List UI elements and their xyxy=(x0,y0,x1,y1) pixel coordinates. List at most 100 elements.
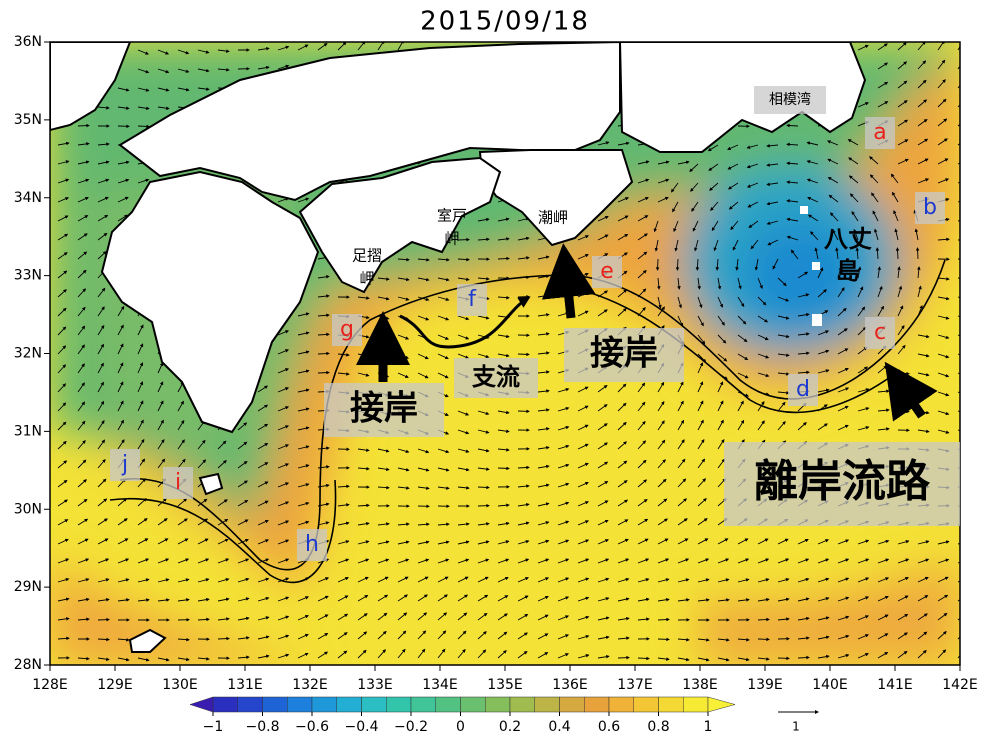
colorbar-band xyxy=(287,696,313,713)
vector xyxy=(357,372,370,377)
vector xyxy=(397,540,410,545)
vector xyxy=(297,652,309,659)
vector xyxy=(177,637,190,642)
vector xyxy=(297,350,310,355)
vector xyxy=(717,315,725,326)
vector xyxy=(677,498,688,507)
vector xyxy=(517,539,530,545)
vector xyxy=(637,197,649,203)
vector xyxy=(806,160,819,165)
colorbar-label: −0.2 xyxy=(394,719,428,735)
vector xyxy=(117,214,129,222)
vector xyxy=(437,558,450,564)
vector xyxy=(937,98,947,108)
vector xyxy=(197,538,209,545)
vector xyxy=(457,257,470,262)
vector xyxy=(497,466,510,471)
vector xyxy=(217,67,230,72)
vector xyxy=(757,277,763,290)
vector xyxy=(557,634,570,640)
vector xyxy=(597,442,608,450)
vector xyxy=(654,239,659,252)
vector xyxy=(727,182,739,190)
vector xyxy=(814,247,819,260)
vector xyxy=(497,429,510,433)
vector xyxy=(217,440,227,450)
vector xyxy=(517,650,528,659)
vector xyxy=(757,597,770,602)
vector xyxy=(457,522,470,526)
vector xyxy=(317,42,328,51)
vector xyxy=(657,160,670,165)
vector xyxy=(257,539,270,545)
vector xyxy=(877,62,889,70)
vector xyxy=(828,194,839,203)
vector xyxy=(877,633,889,640)
vector xyxy=(937,334,950,340)
vector xyxy=(837,367,849,374)
vector xyxy=(717,419,724,431)
vector xyxy=(897,409,910,414)
vector xyxy=(697,558,710,564)
x-tick-label: 132E xyxy=(292,677,328,693)
vector xyxy=(277,577,290,583)
colorbar-band xyxy=(460,696,486,713)
vector xyxy=(277,596,290,602)
vector xyxy=(797,312,810,317)
vector xyxy=(137,362,144,374)
vector xyxy=(717,334,727,344)
vector xyxy=(417,315,430,321)
point-label: j xyxy=(121,452,128,477)
vector xyxy=(777,334,790,339)
vector xyxy=(957,65,960,70)
vector xyxy=(877,266,881,279)
vector xyxy=(457,334,470,340)
vector xyxy=(177,518,188,526)
vector xyxy=(857,286,864,298)
vector xyxy=(517,595,529,602)
vector xyxy=(57,479,68,488)
vector xyxy=(437,540,450,545)
vector xyxy=(297,197,310,203)
vector xyxy=(277,501,290,507)
vector xyxy=(937,118,948,127)
vector xyxy=(597,234,609,241)
colorbar-band xyxy=(262,696,288,713)
vector xyxy=(807,214,819,222)
vector xyxy=(877,305,884,317)
vector xyxy=(537,502,550,507)
colorbar-band xyxy=(485,696,511,713)
vector xyxy=(137,68,150,74)
place-name: 島 xyxy=(836,257,860,285)
vector xyxy=(477,448,490,453)
vector xyxy=(877,81,889,89)
vector xyxy=(137,106,150,111)
vector xyxy=(197,439,206,450)
vector xyxy=(937,540,950,545)
label-box xyxy=(788,374,818,406)
vector xyxy=(657,617,670,622)
place-name: 足摺 xyxy=(352,247,382,265)
vector xyxy=(897,61,908,70)
vector xyxy=(437,612,448,621)
vector xyxy=(297,445,310,450)
vector xyxy=(677,315,684,327)
vector xyxy=(617,538,629,545)
vector xyxy=(877,101,889,108)
vector xyxy=(117,381,124,393)
vector xyxy=(697,277,701,290)
vector xyxy=(377,540,390,545)
vector xyxy=(377,277,390,281)
vector xyxy=(797,558,810,564)
vector xyxy=(137,400,144,412)
vector xyxy=(746,182,759,188)
vector xyxy=(848,157,859,165)
vector xyxy=(746,144,759,149)
vector xyxy=(137,518,148,526)
vector xyxy=(897,285,903,298)
vector xyxy=(97,232,108,241)
vector xyxy=(817,654,830,659)
vector xyxy=(457,410,470,416)
vector xyxy=(537,577,550,583)
vector xyxy=(457,540,470,545)
